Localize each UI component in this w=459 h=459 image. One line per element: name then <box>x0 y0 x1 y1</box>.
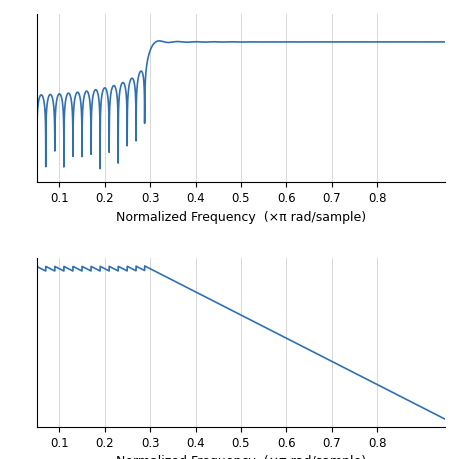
X-axis label: Normalized Frequency  (×π rad/sample): Normalized Frequency (×π rad/sample) <box>116 211 366 224</box>
X-axis label: Normalized Frequency  (×π rad/sample): Normalized Frequency (×π rad/sample) <box>116 455 366 459</box>
